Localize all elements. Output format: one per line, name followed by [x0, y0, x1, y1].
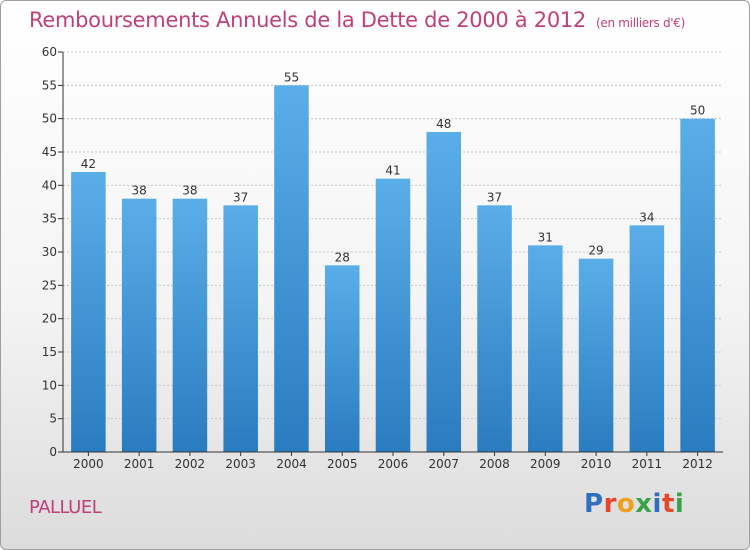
- logo-letter: t: [661, 489, 675, 519]
- x-tick-label: 2002: [175, 457, 206, 471]
- data-label: 37: [487, 190, 502, 204]
- chart-title: Remboursements Annuels de la Dette de 20…: [29, 8, 685, 32]
- bar: [71, 172, 106, 452]
- data-label: 38: [182, 184, 197, 198]
- bar: [528, 245, 563, 452]
- x-tick-label: 2000: [73, 457, 104, 471]
- y-tick-label: 45: [42, 145, 57, 159]
- bar: [172, 198, 208, 452]
- y-tick-label: 40: [42, 178, 57, 192]
- x-tick-label: 2008: [479, 457, 510, 471]
- commune-name: PALLUEL: [29, 497, 102, 518]
- x-tick-label: 2001: [124, 457, 155, 471]
- bars: [71, 85, 715, 453]
- y-tick-label: 5: [49, 412, 57, 426]
- bar: [426, 132, 462, 452]
- y-tick-label: 20: [42, 312, 57, 326]
- bar: [477, 205, 512, 452]
- data-label: 48: [436, 117, 451, 131]
- bar: [375, 178, 411, 452]
- x-tick-label: 2003: [225, 457, 256, 471]
- bar: [121, 198, 157, 452]
- x-tick-label: 2009: [530, 457, 561, 471]
- logo-letter: P: [584, 489, 604, 519]
- y-tick-label: 55: [42, 78, 57, 92]
- y-tick-label: 35: [42, 212, 57, 226]
- logo-letter: o: [616, 489, 636, 519]
- data-label: 31: [538, 230, 553, 244]
- x-tick-label: 2007: [428, 457, 459, 471]
- y-tick-label: 50: [42, 112, 57, 126]
- x-tick-label: 2011: [632, 457, 663, 471]
- x-tick-label: 2010: [581, 457, 612, 471]
- proxiti-logo: Proxiti: [584, 489, 684, 519]
- data-label: 38: [132, 184, 147, 198]
- x-tick-label: 2005: [327, 457, 358, 471]
- bar: [324, 265, 360, 452]
- y-tick-label: 10: [42, 378, 57, 392]
- labels: 0 5 10 15 20 25 30 35 40 45 50 55 60 42 2000 38 2001 38 20…: [42, 45, 713, 471]
- data-label: 37: [233, 190, 248, 204]
- x-tick-label: 2006: [378, 457, 409, 471]
- logo-letter: r: [603, 489, 617, 519]
- logo-letter: i: [652, 489, 662, 519]
- data-label: 34: [639, 210, 654, 224]
- data-label: 50: [690, 104, 705, 118]
- y-tick-label: 30: [42, 245, 57, 259]
- y-tick-label: 60: [42, 45, 57, 59]
- x-tick-label: 2012: [682, 457, 713, 471]
- data-label: 29: [588, 244, 603, 258]
- data-label: 55: [284, 70, 299, 84]
- y-tick-label: 15: [42, 345, 57, 359]
- logo-letter: i: [674, 489, 685, 519]
- data-label: 28: [335, 250, 350, 264]
- bar: [223, 205, 258, 452]
- bar: [680, 118, 715, 453]
- bar: [578, 258, 614, 452]
- unit-note: (en milliers d'€): [596, 16, 686, 30]
- title-text: Remboursements Annuels de la Dette de 20…: [29, 8, 586, 32]
- bar: [629, 225, 665, 452]
- logo-letter: x: [635, 489, 653, 519]
- data-label: 41: [385, 164, 400, 178]
- axes: [58, 51, 723, 456]
- y-tick-label: 0: [49, 445, 57, 459]
- data-label: 42: [81, 157, 96, 171]
- bar: [274, 85, 309, 452]
- y-tick-label: 25: [42, 278, 57, 292]
- x-tick-label: 2004: [276, 457, 307, 471]
